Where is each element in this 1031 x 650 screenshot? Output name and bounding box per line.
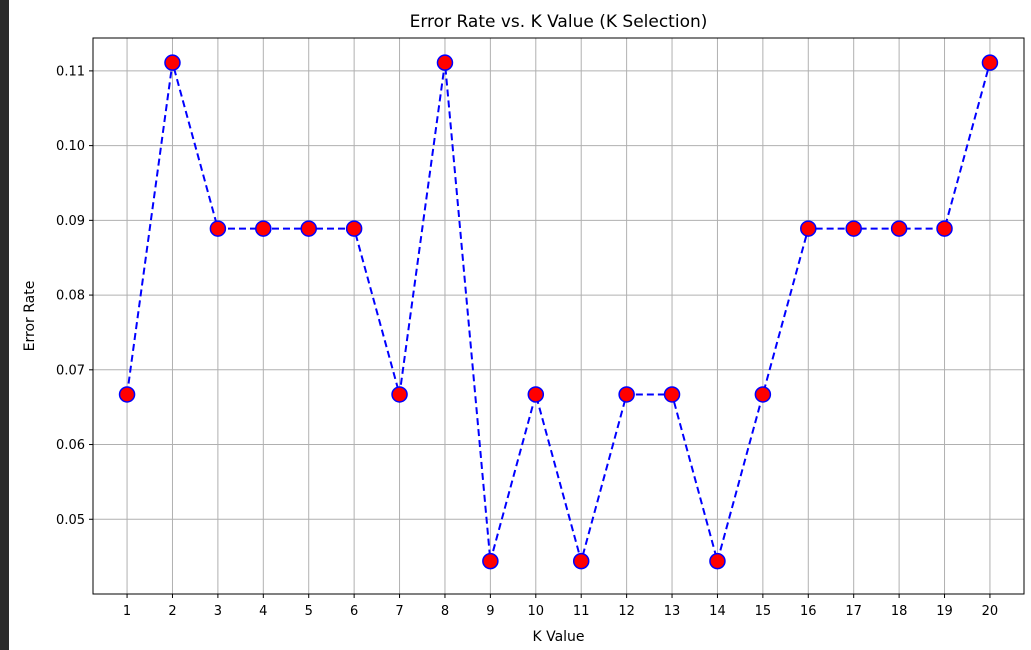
data-point-marker xyxy=(936,220,953,237)
x-axis-title: K Value xyxy=(532,629,584,645)
data-point-marker xyxy=(618,386,635,403)
y-tick-label: 0.08 xyxy=(56,289,85,304)
x-axis-ticks: 1 2 3 4 5 6 7 8 9 10 11 12 13 14 15 16 17 18 19 20 xyxy=(123,594,998,619)
data-point-marker xyxy=(118,386,136,403)
x-tick-label: 17 xyxy=(845,604,862,619)
data-point-marker xyxy=(981,54,999,71)
data-point-marker xyxy=(800,220,817,237)
y-tick-label: 0.05 xyxy=(56,513,85,528)
x-tick-label: 1 xyxy=(123,604,131,619)
x-tick-label: 13 xyxy=(664,604,681,619)
x-tick-label: 2 xyxy=(168,604,176,619)
x-tick-label: 5 xyxy=(305,604,313,619)
data-point-marker xyxy=(391,386,408,403)
data-point-marker xyxy=(436,54,454,71)
data-point-marker xyxy=(754,386,772,403)
data-point-marker xyxy=(709,552,726,570)
y-tick-label: 0.09 xyxy=(56,214,85,229)
x-tick-label: 16 xyxy=(800,604,817,619)
data-point-marker xyxy=(164,54,181,71)
x-tick-label: 11 xyxy=(573,604,590,619)
grid-lines xyxy=(93,38,1024,594)
data-point-marker xyxy=(572,552,590,570)
x-tick-label: 4 xyxy=(259,604,267,619)
x-tick-label: 19 xyxy=(936,604,953,619)
data-point-marker xyxy=(300,220,317,237)
x-tick-label: 12 xyxy=(618,604,635,619)
window-edge-strip xyxy=(0,0,9,650)
y-tick-label: 0.11 xyxy=(56,64,85,79)
x-tick-label: 10 xyxy=(528,604,545,619)
x-tick-label: 8 xyxy=(441,604,449,619)
chart-title: Error Rate vs. K Value (K Selection) xyxy=(410,12,708,32)
data-point-marker xyxy=(663,386,681,403)
series-line xyxy=(126,62,991,565)
series-markers xyxy=(118,54,999,570)
x-tick-label: 3 xyxy=(214,604,222,619)
x-tick-label: 18 xyxy=(891,604,908,619)
y-axis-title: Error Rate xyxy=(22,281,38,352)
y-tick-label: 0.10 xyxy=(56,139,85,154)
y-tick-label: 0.06 xyxy=(56,438,85,453)
data-point-marker xyxy=(209,220,227,237)
data-point-marker xyxy=(345,220,363,237)
data-point-marker xyxy=(527,386,545,403)
y-axis-ticks: 0.05 0.06 0.07 0.08 0.09 0.10 0.11 xyxy=(56,64,93,528)
data-point-marker xyxy=(482,552,499,570)
x-tick-label: 14 xyxy=(709,604,726,619)
data-point-marker xyxy=(255,220,272,237)
y-tick-label: 0.07 xyxy=(56,363,85,378)
plot-frame xyxy=(92,37,1025,595)
data-point-marker xyxy=(845,220,862,237)
x-tick-label: 15 xyxy=(755,604,772,619)
x-tick-label: 7 xyxy=(395,604,403,619)
x-tick-label: 9 xyxy=(486,604,494,619)
x-tick-label: 20 xyxy=(982,604,999,619)
series-polyline xyxy=(126,62,991,565)
x-tick-label: 6 xyxy=(350,604,358,619)
data-point-marker xyxy=(890,220,908,237)
